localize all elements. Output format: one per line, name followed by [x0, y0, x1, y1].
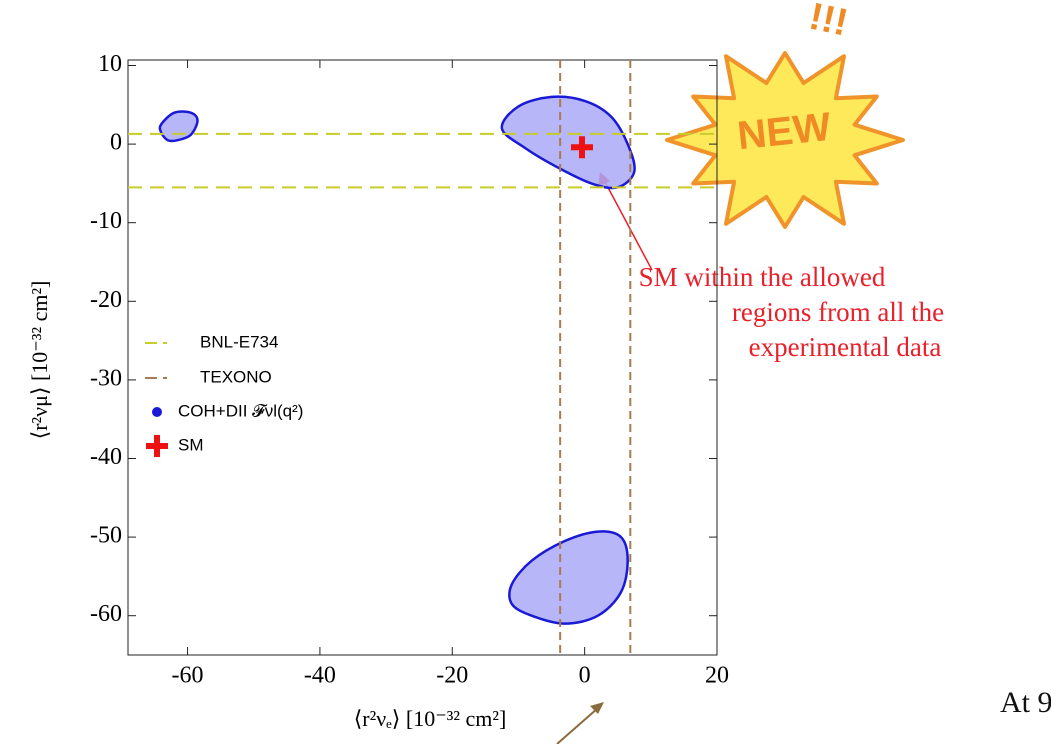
pointer-arrow [556, 707, 599, 744]
y-tick-label: 0 [110, 130, 122, 156]
x-tick-label: -40 [304, 663, 336, 689]
legend-label: BNL-E734 [200, 332, 278, 351]
allowed-region [158, 110, 199, 143]
annotation-arrow [603, 179, 653, 271]
starburst-shape [665, 51, 905, 229]
x-axis-label: ⟨r²νₑ⟩ [10⁻³² cm²] [354, 706, 507, 731]
badge-exclaim: !!! [805, 0, 851, 45]
x-tick-label: 0 [579, 663, 591, 689]
annotation: SM within the allowed [639, 262, 886, 292]
legend-label: SM [178, 435, 204, 454]
y-axis-label: ⟨r²νμ⟩ [10⁻³² cm²] [27, 281, 52, 440]
x-tick-label: -60 [172, 663, 204, 689]
annotation: regions from all the [732, 297, 944, 327]
legend-swatch [152, 407, 162, 417]
badge-text: NEW [735, 105, 833, 159]
y-tick-label: -20 [90, 287, 122, 313]
sm-point [570, 136, 593, 159]
arrow-head [590, 702, 604, 714]
y-tick-label: -60 [90, 601, 122, 627]
legend-label: COH+DII 𝓕νl(q²) [178, 401, 303, 420]
footer-text: At 9 [1000, 686, 1051, 719]
y-tick-label: -30 [90, 365, 122, 391]
legend-swatch [146, 435, 168, 457]
allowed-region [500, 95, 636, 190]
y-tick-label: -10 [90, 208, 122, 234]
annotation: experimental data [749, 332, 942, 362]
x-tick-label: 20 [705, 663, 729, 689]
x-tick-label: -20 [436, 663, 468, 689]
y-tick-label: -50 [90, 523, 122, 549]
legend-label: TEXONO [200, 367, 272, 386]
y-tick-label: -40 [90, 444, 122, 470]
y-tick-label: 10 [98, 51, 122, 77]
plot-frame [127, 59, 718, 656]
new-badge: NEW!!! [665, 0, 905, 229]
allowed-region [508, 530, 629, 625]
